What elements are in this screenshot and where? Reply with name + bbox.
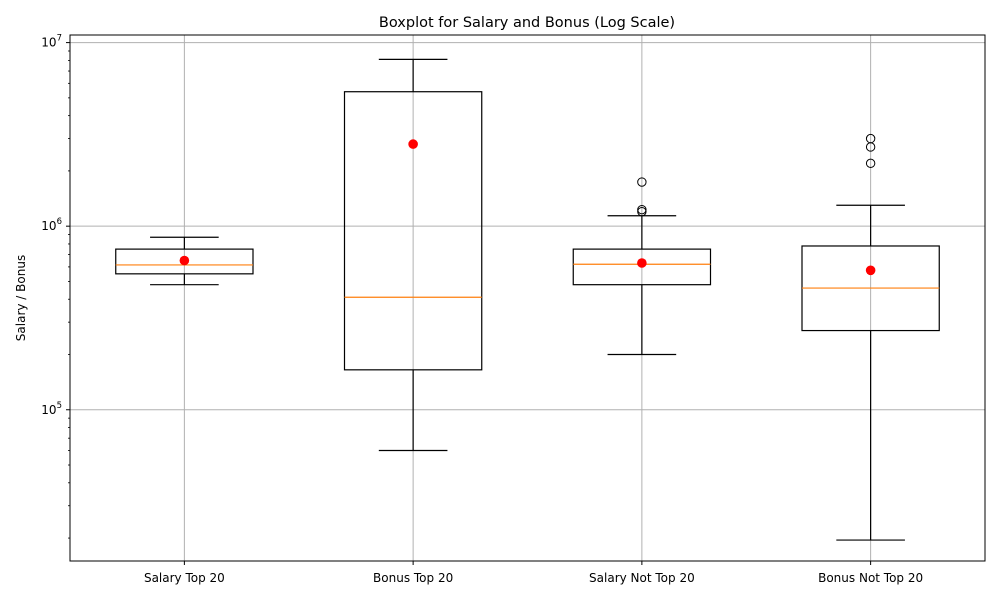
iqr-box <box>343 91 483 371</box>
mean-point <box>865 265 876 276</box>
x-tick-label: Bonus Top 20 <box>373 571 453 585</box>
outlier-point <box>865 158 876 169</box>
box-layer <box>115 58 940 541</box>
outlier-point <box>637 177 647 187</box>
tick-layer: 105 106 107 Salary Top 20 Bonus Top 20 Salary… <box>41 34 923 585</box>
y-tick-label: 105 <box>41 401 62 417</box>
grid-layer <box>70 35 985 561</box>
iqr-box <box>115 248 254 275</box>
iqr-box <box>572 248 712 286</box>
mean-point <box>408 139 418 149</box>
chart-title: Boxplot for Salary and Bonus (Log Scale) <box>379 15 675 31</box>
plot-frame <box>69 34 986 562</box>
outlier-point <box>865 133 876 144</box>
x-tick-label: Salary Top 20 <box>144 571 225 585</box>
x-tick-label: Bonus Not Top 20 <box>818 571 923 585</box>
y-axis-label: Salary / Bonus <box>14 255 28 341</box>
mean-point <box>179 255 190 266</box>
y-tick-label: 107 <box>41 34 62 50</box>
x-tick-label: Salary Not Top 20 <box>589 571 695 585</box>
y-tick-label: 106 <box>41 217 62 233</box>
outlier-point <box>637 204 647 215</box>
mean-point <box>637 258 647 268</box>
